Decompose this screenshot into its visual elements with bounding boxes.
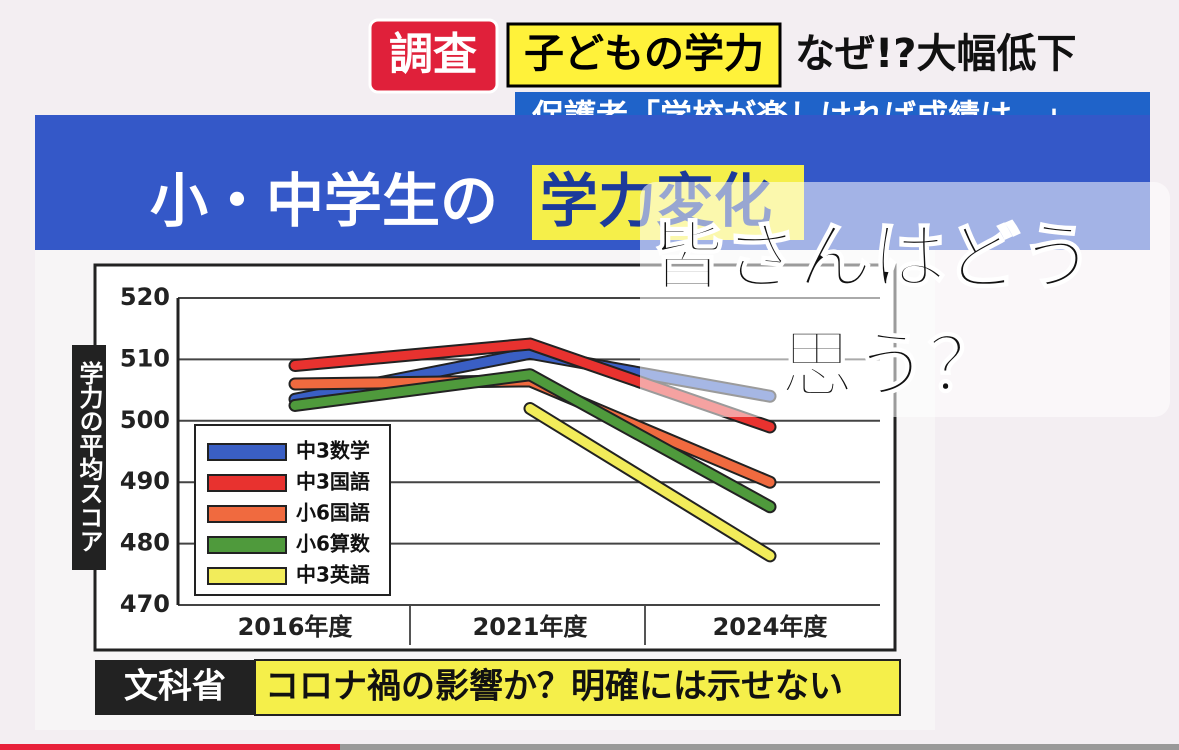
progress-bar [0,744,340,750]
legend-label: 小6算数 [296,532,371,556]
y-tick-label: 520 [120,283,170,311]
y-tick-label: 500 [120,406,170,434]
y-tick-label: 510 [120,344,170,372]
tag-box [368,18,499,94]
legend-swatch [207,536,287,554]
progress-track [340,744,1179,750]
overlay-line1: 皆さんはどう [650,215,1094,301]
topic-box [506,22,782,88]
overlay-panel [640,182,1170,417]
overlay-line2: 思う？ [780,323,1002,409]
legend-swatch [207,505,287,523]
caption-text: コロナ禍の影響か？明確には示せない [265,667,843,707]
y-axis-label: 学力の平均スコア [75,360,103,553]
legend-swatch [207,474,287,492]
headline: なぜ!?大幅低下 [795,31,1076,77]
y-tick-label: 490 [120,467,170,495]
board-title: 小・中学生の [150,167,498,235]
caption-source: 文科省 [124,667,226,707]
legend-label: 中3国語 [296,470,370,494]
x-tick-label: 2024年度 [713,613,829,641]
caption-box [254,659,901,716]
tag: 調査 [389,29,477,80]
legend-label: 中3数学 [296,439,370,463]
y-tick-label: 480 [120,529,170,557]
x-tick-label: 2021年度 [473,613,589,641]
x-tick-label: 2016年度 [238,613,354,641]
caption-source-box [95,660,255,715]
topic: 子どもの学力 [524,31,764,77]
legend-swatch [207,567,287,585]
series-line [525,404,775,561]
y-tick-label: 470 [120,590,170,618]
series-line [290,370,775,512]
legend-label: 小6国語 [296,501,370,525]
y-label-box [72,345,106,570]
legend-swatch [207,443,287,461]
legend-label: 中3英語 [296,563,370,587]
